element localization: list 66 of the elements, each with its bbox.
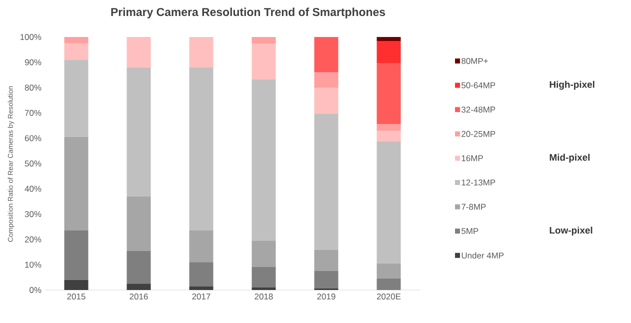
legend-label: 20-25MP [462, 130, 496, 137]
bar [376, 130, 401, 142]
y-tick-label: 40% [24, 186, 42, 192]
text: High-pixel [550, 80, 594, 90]
bar [376, 37, 401, 42]
legend-label: Under 4MP [462, 252, 504, 259]
bar [376, 141, 401, 264]
x-tick-label: 2018 [254, 294, 273, 300]
bar [376, 41, 401, 64]
bar [252, 266, 276, 288]
bar [126, 284, 151, 290]
bar [126, 37, 151, 68]
legend-label: 50-64MP [462, 82, 496, 88]
bar [64, 230, 88, 280]
bar [189, 230, 214, 262]
bar [64, 280, 88, 290]
legend-label: 12-13MP [462, 180, 496, 186]
legend-label: 80MP+ [462, 58, 488, 64]
bar [252, 287, 276, 290]
legend-label: 7-8MP [462, 204, 486, 210]
y-tick-label: 70% [24, 110, 42, 116]
legend-label: 5MP [462, 228, 478, 234]
bar [314, 88, 338, 114]
text: Mid-pixel [550, 154, 590, 163]
bar [252, 80, 276, 241]
bar [376, 263, 401, 278]
bar [314, 72, 338, 88]
bar [64, 60, 88, 137]
bar [376, 278, 401, 290]
bar [376, 124, 401, 131]
bar [314, 270, 338, 288]
bar [126, 250, 151, 284]
bar [189, 262, 214, 286]
bar [252, 44, 276, 80]
y-tick-label: 10% [25, 262, 42, 268]
bar [189, 37, 214, 68]
bar [126, 196, 151, 251]
bar [126, 67, 151, 196]
x-tick-label: 2017 [192, 294, 210, 300]
x-tick-label: 2020E [376, 294, 401, 300]
bar [64, 136, 88, 231]
y-tick-label: 30% [24, 211, 42, 218]
y-tick-label: 0% [30, 287, 42, 293]
x-tick-label: 2015 [67, 294, 86, 300]
bar [314, 37, 338, 72]
bar [314, 114, 338, 250]
bar [64, 43, 88, 60]
legend-label: 16MP [462, 155, 483, 162]
bar [189, 67, 214, 231]
y-tick-label: 50% [24, 160, 42, 166]
y-tick-label: 60% [24, 135, 42, 142]
bar [252, 240, 276, 267]
x-tick-label: 2016 [130, 294, 148, 300]
chart-title: Primary Camera Resolution Trend of Smartphones [111, 8, 386, 18]
bar [189, 286, 214, 290]
legend-label: 32-48MP [462, 106, 496, 113]
text: Low-pixel [550, 226, 592, 236]
y-tick-label: 80% [24, 84, 42, 91]
bar [376, 63, 401, 124]
y-tick-label: 90% [24, 59, 42, 66]
bar [314, 250, 338, 271]
y-tick-label: 20% [24, 236, 42, 242]
bar [64, 37, 88, 44]
bar [252, 37, 276, 44]
x-tick-label: 2019 [317, 294, 336, 300]
y-tick-label: 100% [20, 34, 42, 40]
